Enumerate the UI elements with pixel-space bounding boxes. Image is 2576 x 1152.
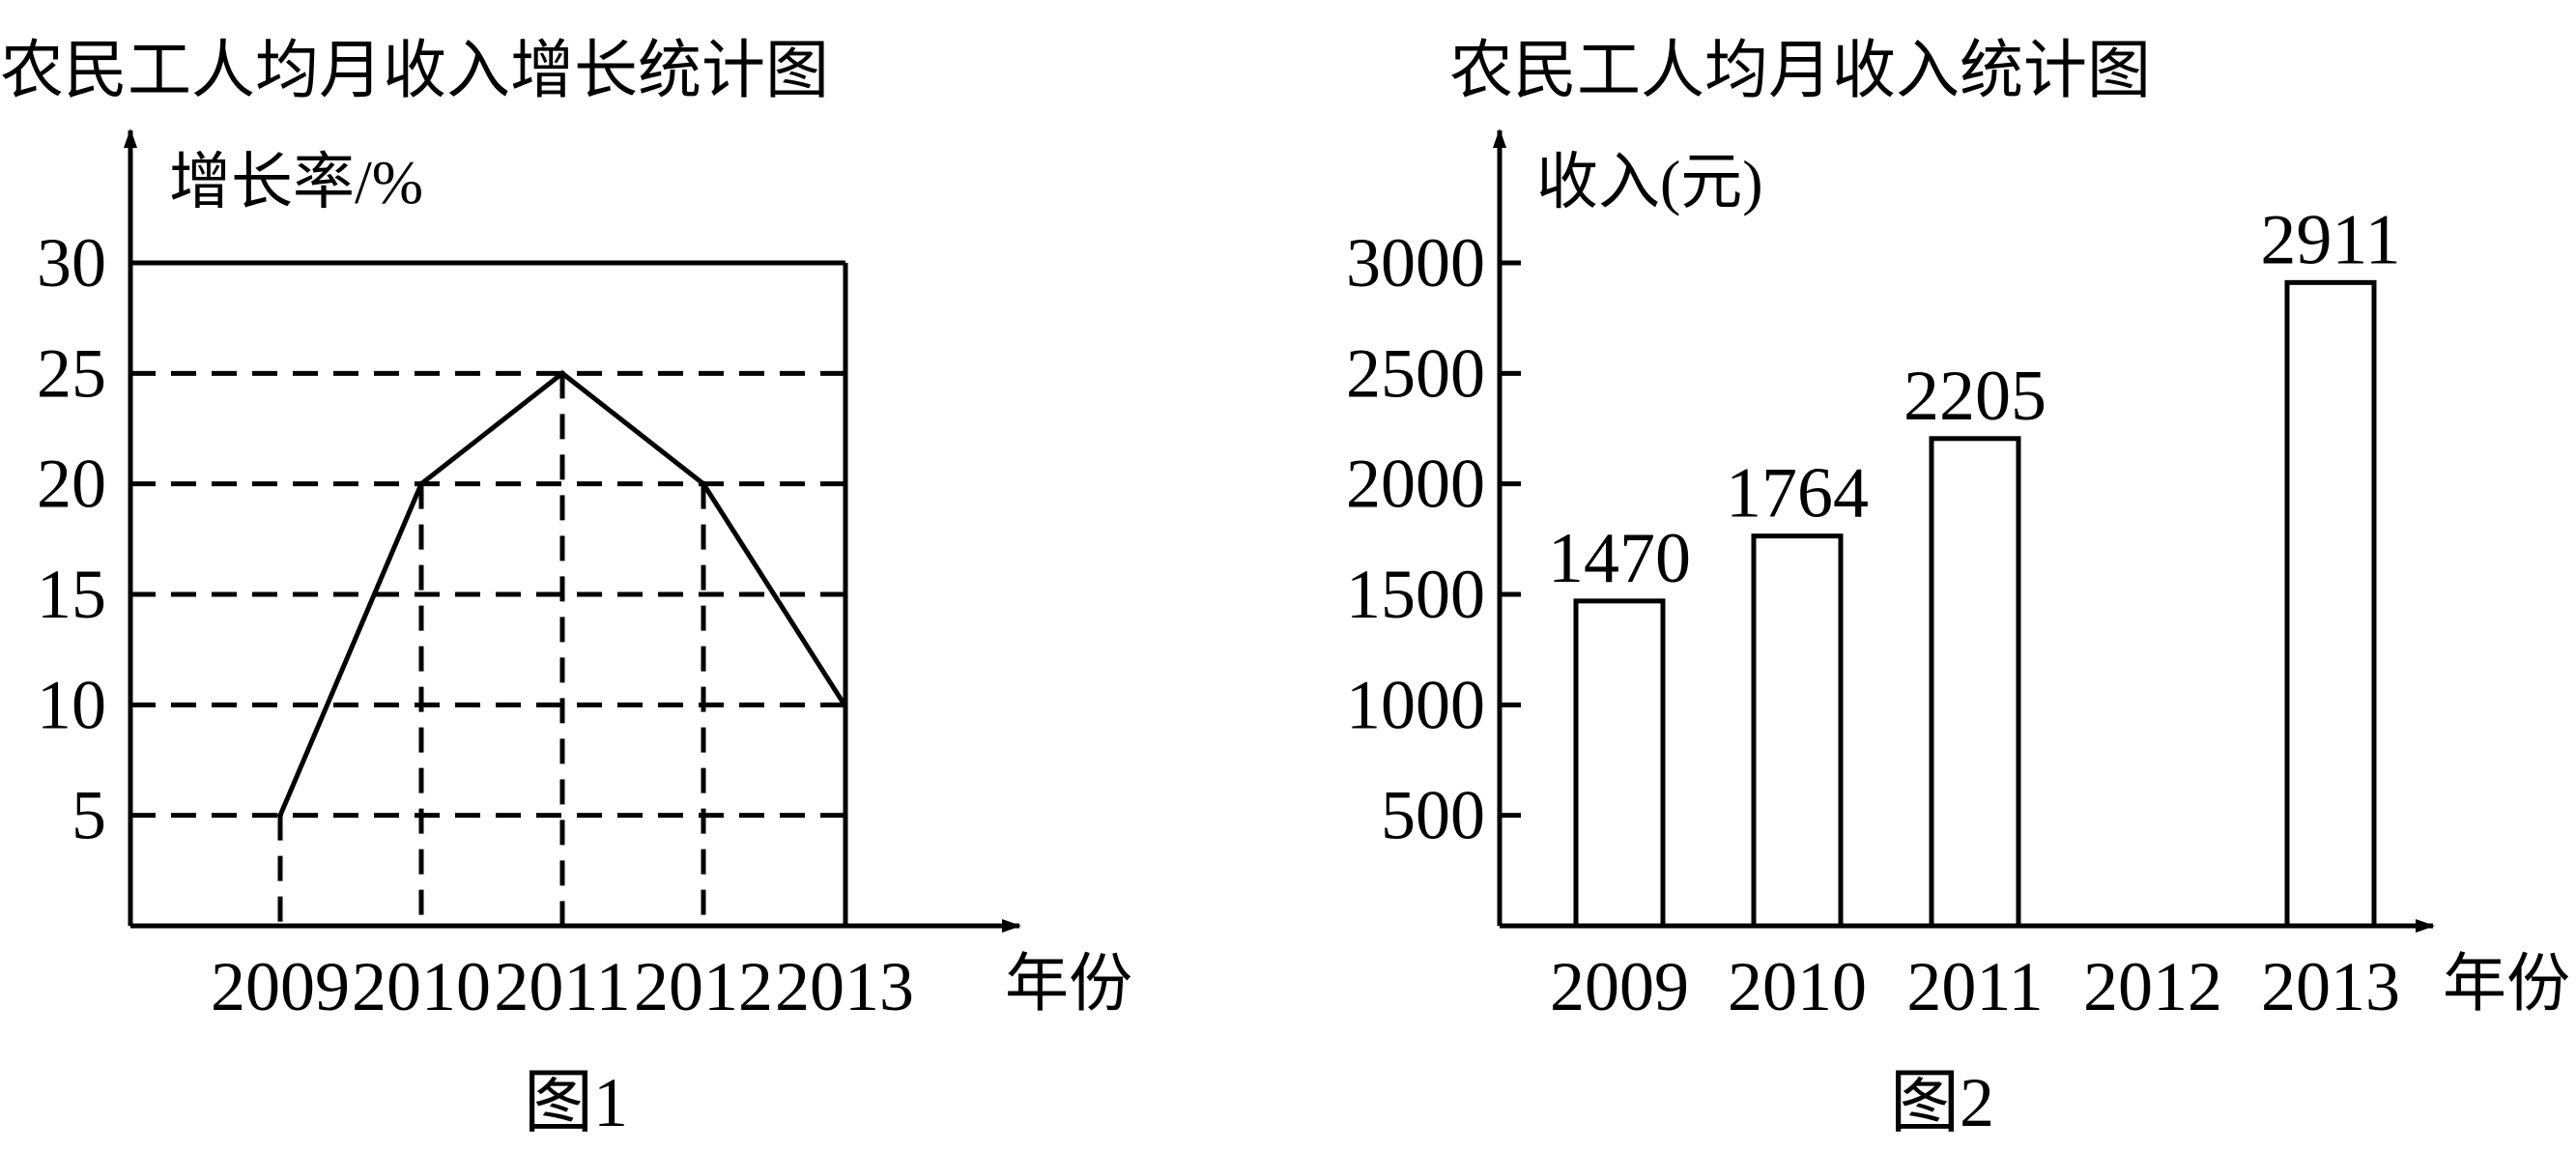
- chart1-data-point: [842, 702, 847, 708]
- chart1-series: [277, 370, 847, 819]
- growth-rate-line-chart: 农民工人均月收入增长统计图 增长率/% 5 10 15 20 25 30 2009 2010…: [0, 36, 1132, 1141]
- chart2-data-label: 1764: [1726, 454, 1869, 533]
- chart2-y-tick-label: 1000: [1346, 666, 1485, 743]
- chart2-x-tick-label: 2012: [2083, 948, 2222, 1025]
- chart1-x-tick-label: 2011: [494, 948, 630, 1025]
- chart1-data-point: [701, 480, 706, 487]
- chart1-x-tick-label: 2012: [634, 948, 773, 1025]
- chart2-y-tick-label: 500: [1381, 777, 1485, 854]
- chart1-title: 农民工人均月收入增长统计图: [0, 36, 829, 106]
- chart2-caption: 图2: [1890, 1064, 1994, 1141]
- chart2-bar: [1751, 533, 1844, 929]
- chart1-x-tick-label: 2010: [352, 948, 491, 1025]
- chart2-x-tick-label: 2011: [1906, 948, 2043, 1025]
- chart2-x-ticks: 2009 2010 2011 2012 2013: [1550, 948, 2400, 1025]
- chart2-data-label: 2911: [2260, 200, 2400, 279]
- chart1-x-ticks: 2009 2010 2011 2012 2013: [211, 948, 914, 1025]
- chart2-y-tick-label: 3000: [1346, 224, 1485, 302]
- chart2-data-labels: 1470 1764 2205 2911: [1548, 200, 2401, 598]
- chart2-y-axis-label: 收入(元): [1536, 148, 1763, 216]
- chart2-bar: [1573, 598, 1666, 929]
- chart1-grid: [130, 260, 848, 926]
- chart1-y-axis-label: 增长率/%: [169, 148, 423, 216]
- chart2-x-tick-label: 2013: [2261, 948, 2400, 1025]
- chart2-x-tick-label: 2009: [1550, 948, 1689, 1025]
- chart2-title: 农民工人均月收入统计图: [1449, 36, 2151, 106]
- chart2-y-ticks: 500 1000 1500 2000 2500 3000: [1346, 224, 1521, 854]
- chart2-y-tick-label: 1500: [1346, 556, 1485, 633]
- chart1-y-tick-label: 20: [37, 446, 106, 523]
- chart1-caption: 图1: [524, 1064, 628, 1141]
- chart1-y-tick-label: 25: [37, 334, 106, 412]
- chart1-axes: [124, 129, 1021, 933]
- chart2-bars: [1573, 279, 2377, 929]
- chart1-y-tick-label: 15: [37, 556, 106, 633]
- chart1-x-tick-label: 2009: [211, 948, 350, 1025]
- chart2-x-axis-label: 年份: [2443, 949, 2570, 1020]
- chart2-y-tick-label: 2000: [1346, 446, 1485, 523]
- chart2-data-label: 1470: [1548, 519, 1691, 598]
- chart2-x-tick-label: 2010: [1728, 948, 1867, 1025]
- chart2-bar: [1929, 436, 2021, 929]
- chart1-data-point: [418, 480, 424, 487]
- chart1-y-ticks: 5 10 15 20 25 30: [37, 224, 106, 854]
- chart1-x-tick-label: 2013: [775, 948, 914, 1025]
- chart1-y-tick-label: 5: [72, 777, 106, 854]
- chart2-bar: [2284, 279, 2377, 929]
- chart2-y-tick-label: 2500: [1346, 334, 1485, 412]
- chart1-y-tick-label: 10: [37, 666, 106, 743]
- chart1-data-point: [559, 370, 565, 377]
- chart1-y-tick-label: 30: [37, 224, 106, 302]
- chart1-data-point: [277, 812, 283, 819]
- chart1-x-axis-label: 年份: [1005, 949, 1132, 1020]
- income-bar-chart: 农民工人均月收入统计图 收入(元) 500 1000 1500 2000 2500 300…: [1346, 36, 2570, 1141]
- chart2-data-label: 2205: [1903, 357, 2046, 436]
